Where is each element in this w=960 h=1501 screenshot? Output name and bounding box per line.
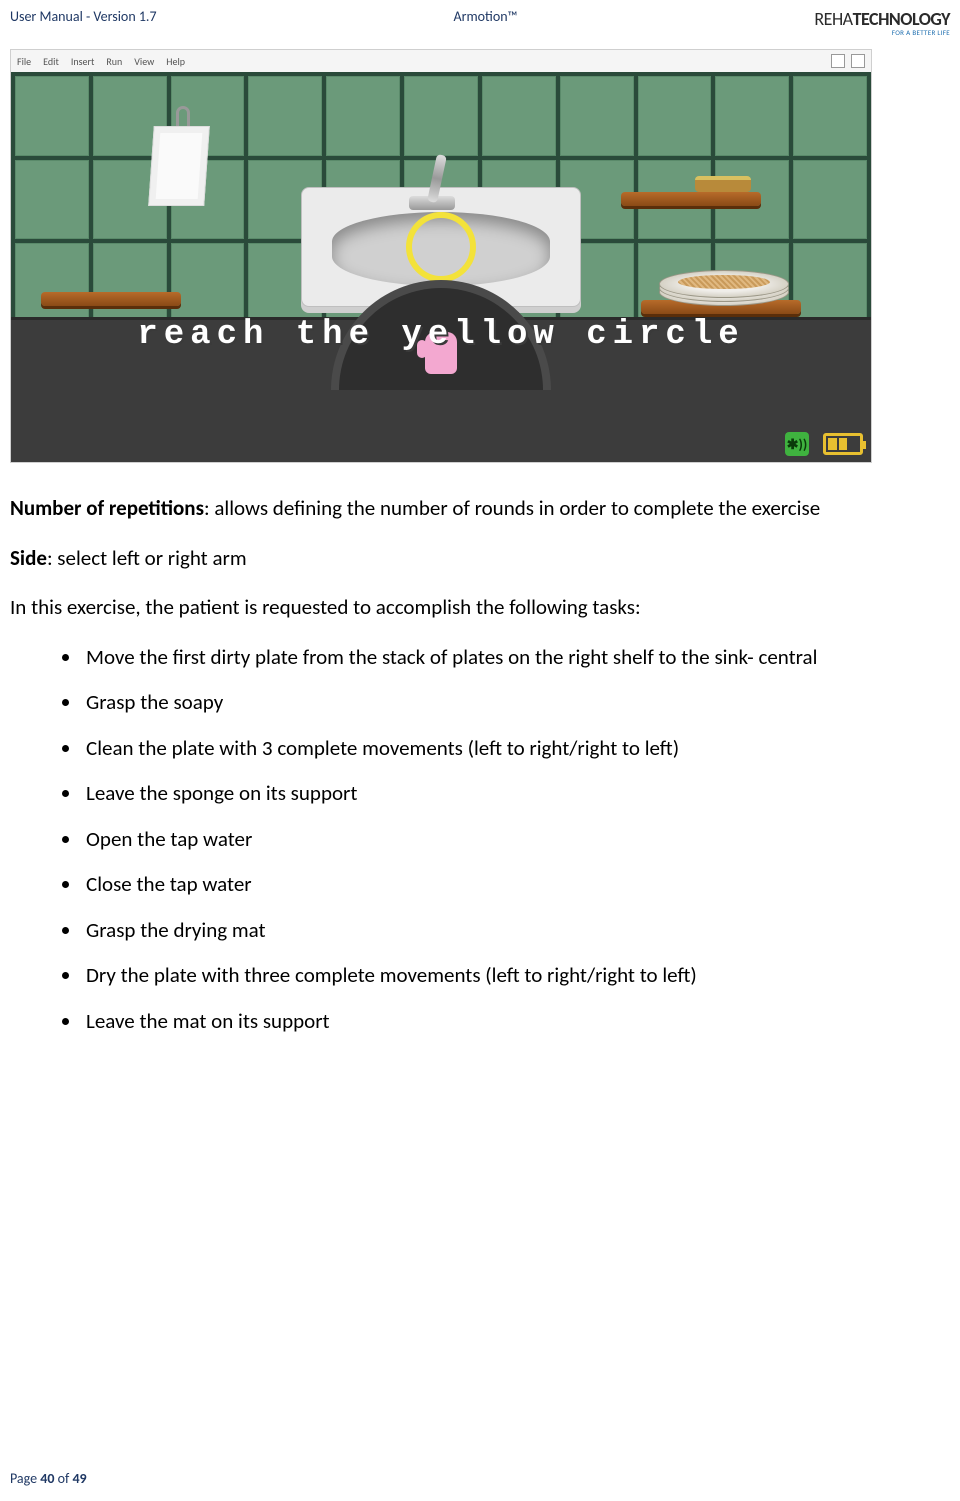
task-item: Leave the mat on its support: [82, 1006, 950, 1038]
menu-item[interactable]: Edit: [43, 55, 59, 68]
menu-item[interactable]: Insert: [71, 55, 95, 68]
header-center: Armotion™: [454, 8, 518, 25]
game-area: reach the yellow circle ✱)): [11, 72, 871, 462]
task-item: Open the tap water: [82, 824, 950, 856]
param-side: Side: select left or right arm: [10, 543, 950, 575]
instruction-banner: reach the yellow circle: [11, 316, 871, 354]
task-item: Grasp the soapy: [82, 687, 950, 719]
param-desc: : select left or right arm: [47, 545, 247, 571]
plate-stack: [659, 270, 789, 304]
sponge: [695, 176, 751, 192]
task-item: Grasp the drying mat: [82, 915, 950, 947]
task-list: Move the first dirty plate from the stac…: [10, 642, 950, 1038]
app-menus: File Edit Insert Run View Help: [17, 55, 185, 68]
minimize-button[interactable]: [831, 54, 845, 68]
task-item: Dry the plate with three complete moveme…: [82, 960, 950, 992]
logo-top: REHA: [814, 8, 852, 30]
faucet: [427, 154, 455, 210]
footer-mid: of: [54, 1470, 72, 1487]
app-screenshot: File Edit Insert Run View Help: [10, 49, 872, 463]
param-label: Number of repetitions: [10, 495, 204, 521]
shelf-left: [41, 292, 181, 306]
document-body: Number of repetitions: allows defining t…: [0, 463, 960, 1037]
status-icons: ✱)): [785, 432, 863, 456]
header-left: User Manual - Version 1.7: [10, 8, 157, 25]
page-current: 40: [40, 1470, 54, 1487]
shelf-sponge: [621, 192, 761, 206]
param-repetitions: Number of repetitions: allows defining t…: [10, 493, 950, 525]
footer-prefix: Page: [10, 1470, 40, 1487]
towel: [148, 126, 210, 206]
battery-icon: [823, 433, 863, 455]
header-logo: REHATECHNOLOGY FOR A BETTER LIFE: [814, 8, 950, 37]
logo-text: REHATECHNOLOGY: [814, 8, 950, 30]
bluetooth-icon: ✱)): [785, 432, 809, 456]
task-item: Leave the sponge on its support: [82, 778, 950, 810]
task-item: Clean the plate with 3 complete movement…: [82, 733, 950, 765]
towel-hook: [176, 106, 190, 126]
task-item: Move the first dirty plate from the stac…: [82, 642, 950, 674]
task-item: Close the tap water: [82, 869, 950, 901]
app-menubar: File Edit Insert Run View Help: [11, 50, 871, 72]
logo-tagline: FOR A BETTER LIFE: [892, 28, 950, 37]
window-controls: [831, 54, 865, 68]
tasks-intro: In this exercise, the patient is request…: [10, 592, 950, 624]
target-circle: [406, 212, 476, 282]
menu-item[interactable]: Help: [166, 55, 185, 68]
page-header: User Manual - Version 1.7 Armotion™ REHA…: [0, 0, 960, 37]
maximize-button[interactable]: [851, 54, 865, 68]
menu-item[interactable]: File: [17, 55, 31, 68]
logo-bottom: TECHNOLOGY: [853, 8, 950, 30]
menu-item[interactable]: View: [134, 55, 154, 68]
page-footer: Page 40 of 49: [10, 1470, 87, 1487]
menu-item[interactable]: Run: [106, 55, 122, 68]
param-label: Side: [10, 545, 47, 571]
page-total: 49: [72, 1470, 86, 1487]
param-desc: : allows defining the number of rounds i…: [204, 495, 820, 521]
